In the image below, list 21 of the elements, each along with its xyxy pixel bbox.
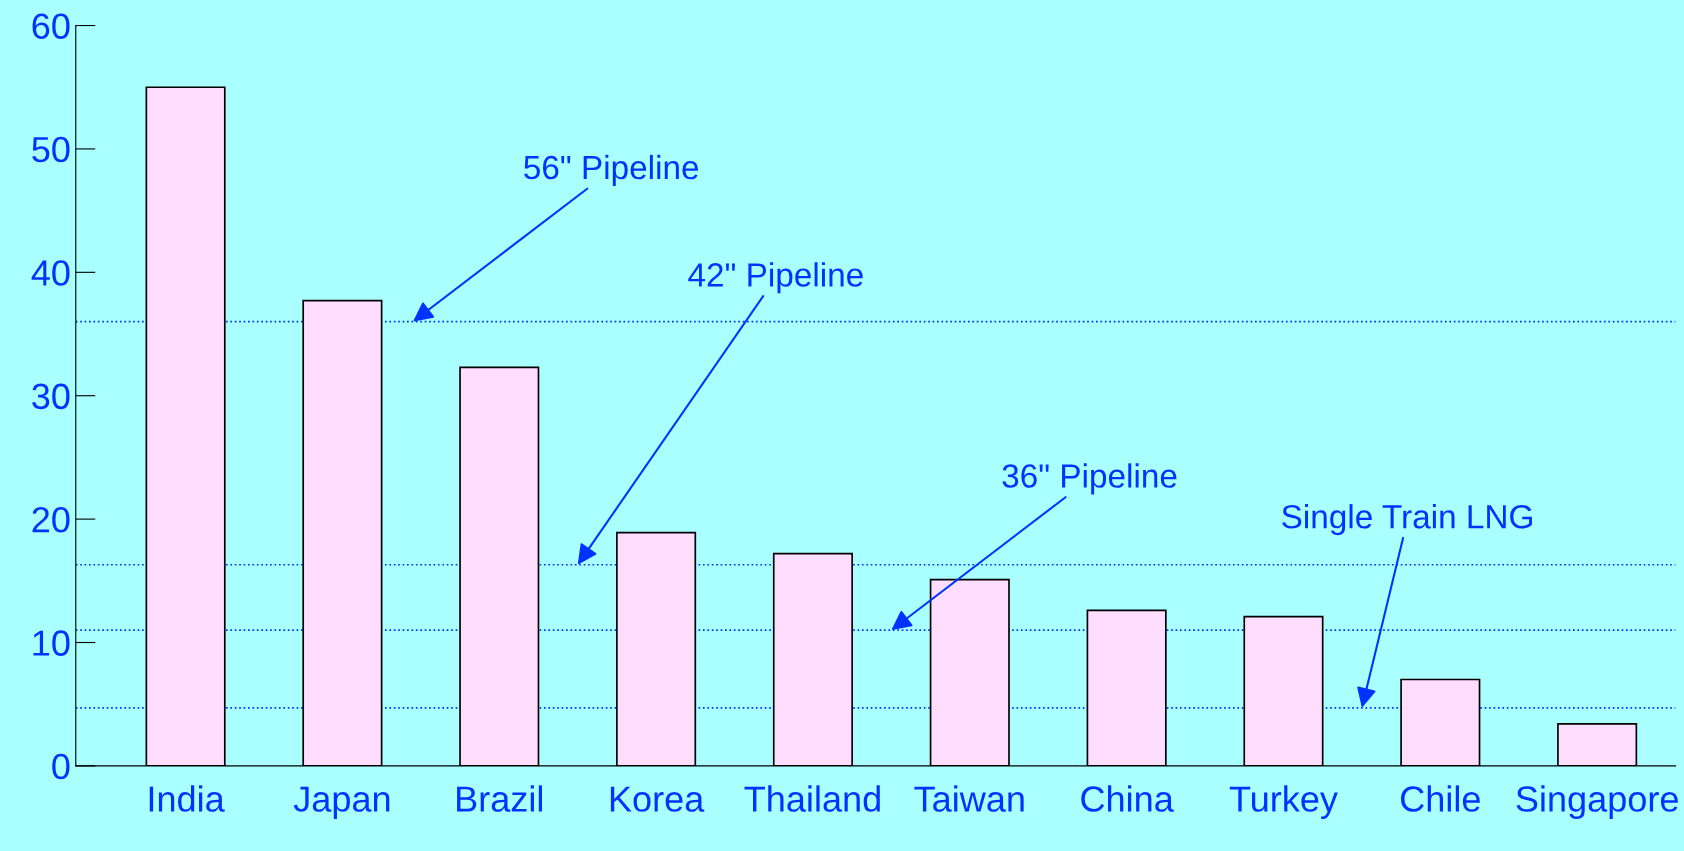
x-tick-label: Turkey <box>1229 785 1338 820</box>
x-tick-label: China <box>1081 785 1174 812</box>
ref-line-label: Single Train LNG <box>1282 504 1532 536</box>
y-tick-label: 60 <box>32 13 70 39</box>
y-tick-label: 40 <box>31 260 70 286</box>
y-tick-label: 20 <box>32 506 70 533</box>
y-tick-label: 10 <box>33 630 70 656</box>
x-tick-label: Singapore <box>1516 785 1678 820</box>
y-tick-label: 50 <box>32 136 70 163</box>
ref-line-label: 36" Pipeline <box>1002 463 1177 495</box>
y-tick-label: 30 <box>32 383 70 410</box>
ref-line-label: 42" Pipeline <box>688 262 863 294</box>
x-tick-label: Brazil <box>457 785 542 812</box>
x-tick-label: Chile <box>1401 785 1480 812</box>
ref-line-label: 56" Pipeline <box>524 154 699 186</box>
y-tick-label: 0 <box>52 753 70 780</box>
x-tick-label: Taiwan <box>914 785 1024 812</box>
x-tick-label: Japan <box>293 786 390 820</box>
x-tick-label: Thailand <box>744 785 880 812</box>
x-tick-label: Korea <box>610 786 705 812</box>
x-tick-label: India <box>149 785 225 812</box>
